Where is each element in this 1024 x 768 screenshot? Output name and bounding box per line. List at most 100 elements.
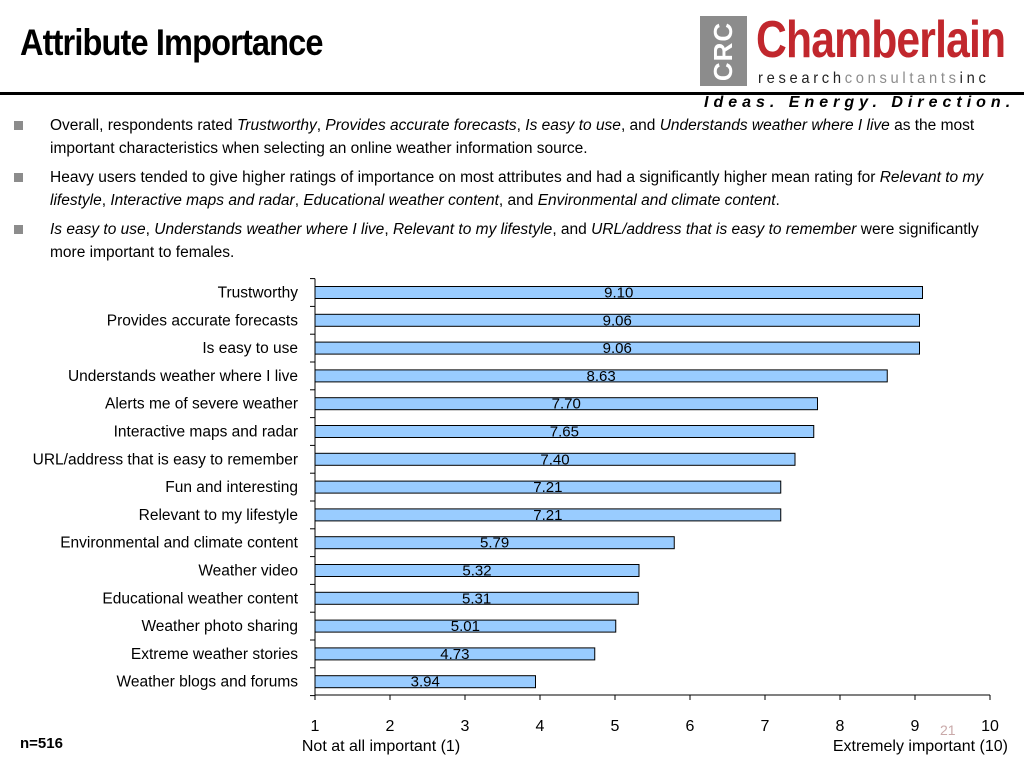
bullet-emphasis: Is easy to use <box>525 117 621 134</box>
bullet-emphasis: Understands weather where I live <box>659 117 890 134</box>
logo-sub-research: research <box>758 70 845 87</box>
logo-subtitle: researchconsultantsinc <box>758 70 990 88</box>
data-label: 7.70 <box>552 396 581 413</box>
page-title: Attribute Importance <box>20 22 323 63</box>
data-label: 5.32 <box>462 563 491 580</box>
category-label: Fun and interesting <box>165 479 298 496</box>
data-label: 9.10 <box>604 285 633 302</box>
data-label: 7.40 <box>540 451 569 468</box>
category-label: Alerts me of severe weather <box>105 396 298 413</box>
category-label: Is easy to use <box>202 340 298 357</box>
category-label: Relevant to my lifestyle <box>139 507 298 524</box>
bullet-run: Heavy users tended to give higher rating… <box>50 169 880 186</box>
data-label: 3.94 <box>411 674 440 691</box>
bullet-emphasis: Relevant to my lifestyle <box>50 169 984 209</box>
bullet-item: Is easy to use, Understands weather wher… <box>12 218 1002 264</box>
data-label: 7.21 <box>533 479 562 496</box>
bullet-item: Overall, respondents rated Trustworthy , … <box>12 114 1002 160</box>
bullet-text: Heavy users tended to give higher rating… <box>50 169 983 209</box>
bullet-emphasis: Understands weather where I live <box>154 221 385 238</box>
bullet-item: Heavy users tended to give higher rating… <box>12 166 1002 212</box>
logo-sub-consultants: consultants <box>844 70 960 87</box>
category-label: Environmental and climate content <box>60 535 298 552</box>
bar <box>314 425 815 438</box>
bullet-emphasis: Provides accurate forecasts <box>325 117 517 134</box>
data-label: 5.31 <box>462 590 491 607</box>
x-tick-label: 10 <box>981 718 999 735</box>
bullet-run: were significantly more important to fem… <box>50 221 979 261</box>
x-axis-max-label: Extremely important (10) <box>833 738 1008 755</box>
bullet-emphasis: Trustworthy <box>236 117 317 134</box>
bullet-run: , and <box>620 117 660 134</box>
bar <box>314 452 796 466</box>
bar <box>314 675 536 689</box>
x-tick-label: 7 <box>761 718 770 735</box>
category-label: Understands weather where I live <box>68 368 298 385</box>
bullet-run: , <box>145 221 155 238</box>
category-label: Trustworthy <box>218 285 299 302</box>
x-tick-label: 6 <box>686 718 695 735</box>
page-number: 21 <box>940 722 956 738</box>
data-label: 4.73 <box>440 646 469 663</box>
company-logo: CRC Chamberlain researchconsultantsinc I… <box>700 11 1016 114</box>
data-label: 5.01 <box>451 618 480 635</box>
category-label: URL/address that is easy to remember <box>33 451 298 468</box>
title-divider <box>0 92 1024 95</box>
bullet-run: , <box>316 117 326 134</box>
bullet-run: Overall, respondents rated <box>50 117 237 134</box>
bar <box>314 619 617 633</box>
bullet-run: , <box>384 221 393 238</box>
bullet-run: , and <box>498 192 538 209</box>
bar <box>314 286 923 299</box>
bar <box>314 647 596 661</box>
bullet-run: , <box>294 192 304 209</box>
bullet-run: . <box>775 192 780 209</box>
bullet-run: , <box>101 192 111 209</box>
x-tick-label: 9 <box>911 718 920 735</box>
logo-tagline: Ideas. Energy. Direction. <box>704 94 1016 111</box>
category-label: Weather blogs and forums <box>116 674 298 691</box>
x-tick-label: 4 <box>536 718 545 735</box>
logo-mark: CRC <box>700 16 747 86</box>
x-tick-label: 2 <box>386 718 395 735</box>
x-tick-label: 1 <box>311 718 320 735</box>
category-label: Weather video <box>198 563 298 580</box>
data-label: 7.65 <box>550 424 579 441</box>
bar <box>314 397 818 411</box>
bullet-square-icon <box>14 121 23 130</box>
bar <box>314 536 675 550</box>
bar <box>314 591 639 605</box>
bullet-run: , and <box>552 221 592 238</box>
category-label: Interactive maps and radar <box>114 424 298 441</box>
bullet-emphasis: Interactive maps and radar <box>110 192 295 209</box>
data-label: 5.79 <box>480 535 509 552</box>
category-label: Provides accurate forecasts <box>107 312 299 329</box>
logo-sub-inc: inc <box>959 70 990 87</box>
bullet-run: as the most important characteristics wh… <box>50 117 975 157</box>
x-tick-label: 5 <box>611 718 620 735</box>
bar <box>314 341 920 355</box>
x-tick-label: 3 <box>461 718 470 735</box>
data-label: 9.06 <box>603 312 632 329</box>
bullet-emphasis: Is easy to use <box>50 221 146 238</box>
bullet-emphasis: Relevant to my lifestyle <box>392 221 553 238</box>
bullet-run: , <box>516 117 526 134</box>
data-label: 9.06 <box>603 340 632 357</box>
bar <box>314 480 782 494</box>
bullet-list: Overall, respondents rated Trustworthy , … <box>12 114 1002 270</box>
bullet-emphasis: Environmental and climate content <box>537 192 776 209</box>
bullet-emphasis: Educational weather content <box>303 192 499 209</box>
category-label: Extreme weather stories <box>131 646 298 663</box>
bullet-text: Is easy to use, Understands weather wher… <box>50 221 979 261</box>
x-tick-label: 8 <box>836 718 845 735</box>
bullet-text: Overall, respondents rated Trustworthy , … <box>50 117 974 157</box>
category-label: Weather photo sharing <box>141 618 298 635</box>
bar <box>314 564 640 577</box>
data-label: 8.63 <box>587 368 616 385</box>
bullet-square-icon <box>14 225 23 234</box>
logo-name: Chamberlain <box>756 11 1006 69</box>
x-axis-min-label: Not at all important (1) <box>302 738 460 755</box>
data-label: 7.21 <box>533 507 562 524</box>
bar <box>314 313 920 327</box>
